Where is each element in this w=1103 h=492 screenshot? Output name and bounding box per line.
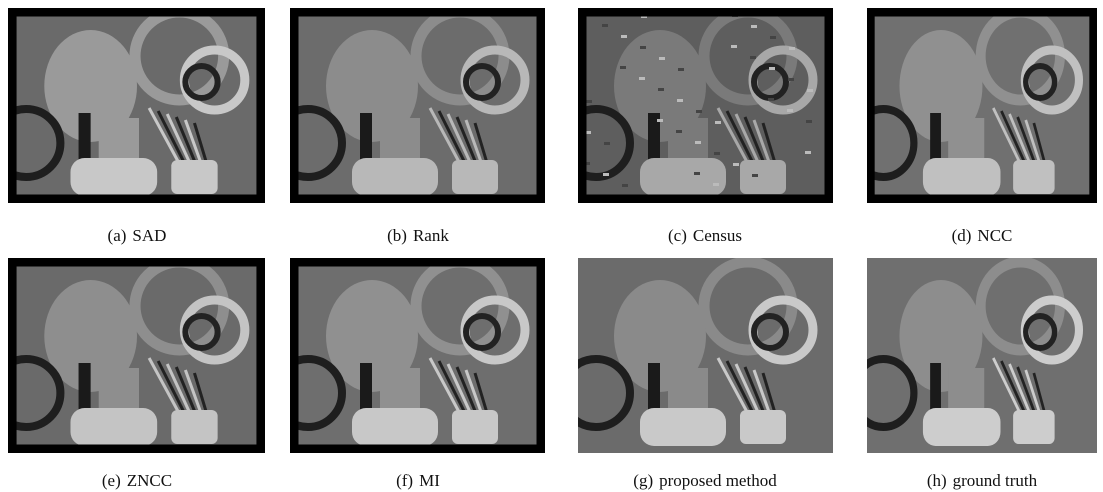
noise: [806, 120, 812, 123]
disparity-map: [290, 8, 545, 203]
noise: [715, 121, 721, 124]
disparity-map: [290, 258, 545, 453]
cup: [740, 160, 786, 194]
noise: [659, 57, 665, 60]
noise: [677, 99, 683, 102]
noise: [789, 47, 795, 50]
mug: [640, 158, 726, 196]
cup: [171, 410, 217, 444]
noise: [751, 25, 757, 28]
disparity-map: [8, 8, 265, 203]
noise: [731, 45, 737, 48]
caption-text: Rank: [413, 226, 449, 245]
disparity-map: [867, 258, 1097, 453]
subfigure-caption: (e) ZNCC: [0, 471, 277, 491]
mug: [70, 158, 157, 196]
noise: [696, 110, 702, 113]
noise: [676, 130, 682, 133]
caption-label: (f): [396, 471, 413, 490]
subfigure-caption: (g) proposed method: [565, 471, 845, 491]
caption-text: Census: [693, 226, 742, 245]
noise: [603, 173, 609, 176]
noise: [586, 100, 592, 103]
mug: [70, 408, 157, 446]
disparity-map: [578, 8, 833, 203]
caption-label: (b): [387, 226, 407, 245]
caption-label: (g): [633, 471, 653, 490]
caption-text: MI: [419, 471, 440, 490]
mug: [923, 408, 1001, 446]
caption-text: SAD: [132, 226, 166, 245]
mug: [640, 408, 726, 446]
caption-label: (c): [668, 226, 687, 245]
caption-label: (e): [102, 471, 121, 490]
subfigure-caption: (a) SAD: [0, 226, 277, 246]
cup: [1013, 410, 1054, 444]
noise: [604, 142, 610, 145]
noise: [640, 46, 646, 49]
disparity-map: [8, 258, 265, 453]
subfigure-caption: (f) MI: [278, 471, 558, 491]
disparity-map: [867, 8, 1097, 203]
subfigure-caption: (d) NCC: [842, 226, 1103, 246]
noise: [602, 24, 608, 27]
cup: [740, 410, 786, 444]
mug: [352, 408, 438, 446]
caption-label: (a): [108, 226, 127, 245]
noise: [788, 78, 794, 81]
subfigure-caption: (h) ground truth: [842, 471, 1103, 491]
noise: [621, 35, 627, 38]
noise: [695, 141, 701, 144]
disparity-map: [578, 258, 833, 453]
mug: [923, 158, 1001, 196]
cup: [452, 410, 498, 444]
caption-text: proposed method: [659, 471, 777, 490]
noise: [769, 67, 775, 70]
caption-text: ground truth: [953, 471, 1038, 490]
noise: [639, 77, 645, 80]
noise: [807, 89, 813, 92]
noise: [657, 119, 663, 122]
noise: [770, 36, 776, 39]
caption-label: (h): [927, 471, 947, 490]
noise: [658, 88, 664, 91]
noise: [805, 151, 811, 154]
subfigure-caption: (c) Census: [565, 226, 845, 246]
mug: [352, 158, 438, 196]
noise: [622, 184, 628, 187]
subfigure-caption: (b) Rank: [278, 226, 558, 246]
noise: [733, 163, 739, 166]
cup: [1013, 160, 1054, 194]
cup: [452, 160, 498, 194]
noise: [620, 66, 626, 69]
noise: [787, 109, 793, 112]
caption-text: ZNCC: [127, 471, 172, 490]
caption-text: NCC: [977, 226, 1012, 245]
noise: [678, 68, 684, 71]
caption-label: (d): [952, 226, 972, 245]
noise: [694, 172, 700, 175]
noise: [714, 152, 720, 155]
noise: [750, 56, 756, 59]
cup: [171, 160, 217, 194]
figure: (a) SAD (b) Rank (c) Census (d) NCC (e) ZNCC (f) MI…: [0, 0, 1103, 492]
noise: [713, 183, 719, 186]
noise: [768, 98, 774, 101]
noise: [752, 174, 758, 177]
